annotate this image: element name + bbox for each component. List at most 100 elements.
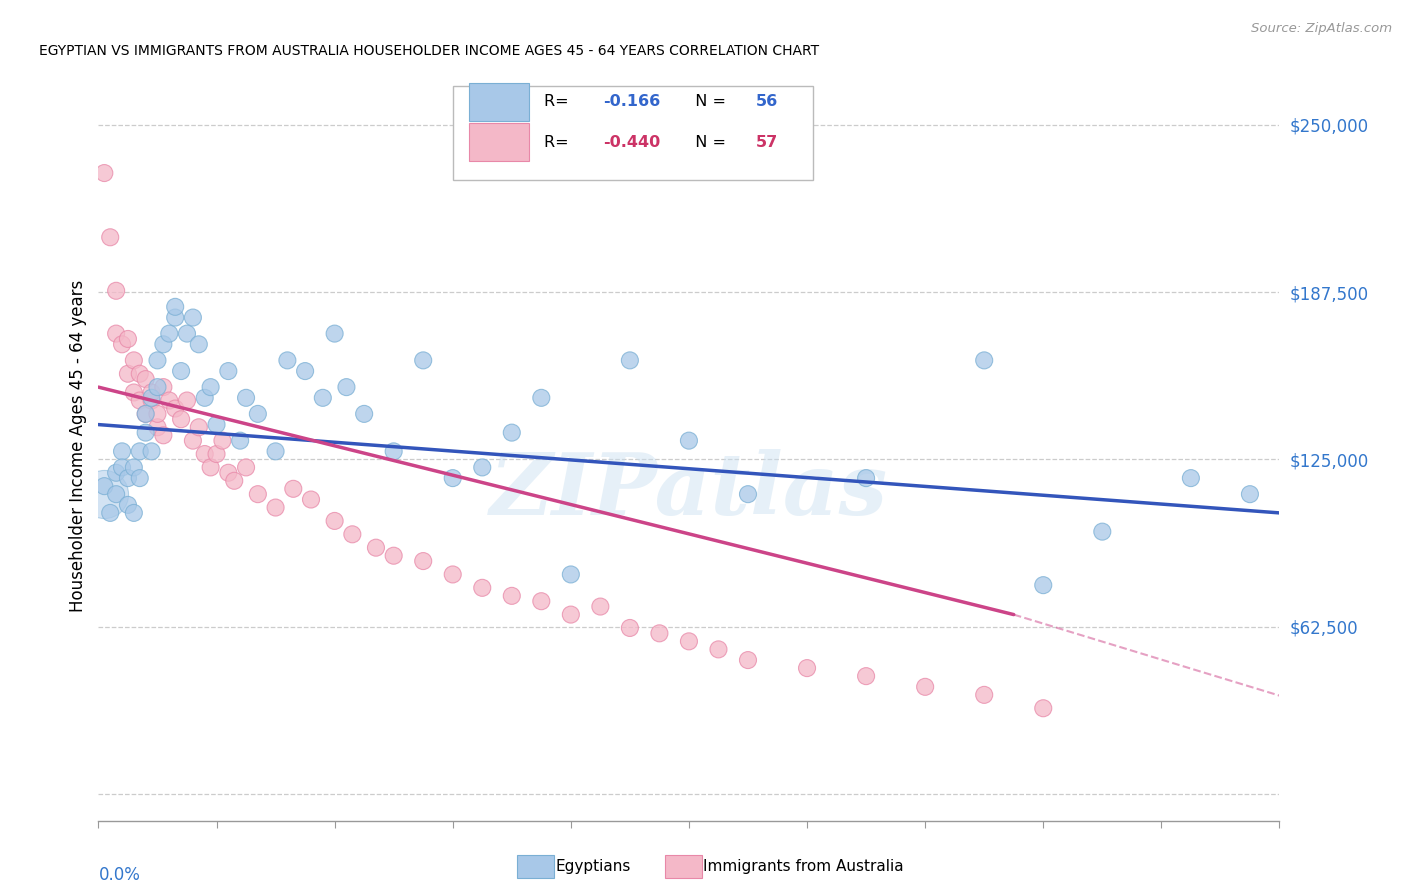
Text: 57: 57 — [756, 135, 779, 150]
Point — [589, 599, 612, 614]
Point — [111, 444, 134, 458]
Point — [122, 460, 145, 475]
Y-axis label: Householder Income Ages 45 - 64 years: Householder Income Ages 45 - 64 years — [69, 280, 87, 612]
Point — [200, 460, 222, 475]
Point — [157, 326, 180, 341]
Point — [335, 380, 357, 394]
Point — [1180, 471, 1202, 485]
Point — [471, 581, 494, 595]
Text: -0.440: -0.440 — [603, 135, 659, 150]
Point — [117, 367, 139, 381]
Point — [122, 506, 145, 520]
Text: 56: 56 — [756, 95, 779, 109]
Point — [170, 364, 193, 378]
Point — [176, 326, 198, 341]
Point — [323, 514, 346, 528]
Point — [299, 492, 322, 507]
Text: Egyptians: Egyptians — [555, 859, 631, 873]
Text: N =: N = — [685, 135, 731, 150]
Point — [855, 471, 877, 485]
Point — [93, 479, 115, 493]
Point — [412, 554, 434, 568]
Point — [194, 391, 217, 405]
Point — [117, 471, 139, 485]
Point — [264, 500, 287, 515]
Point — [187, 420, 209, 434]
Point — [264, 444, 287, 458]
Point — [181, 310, 204, 325]
FancyBboxPatch shape — [470, 123, 530, 161]
Point — [796, 661, 818, 675]
Point — [1239, 487, 1261, 501]
FancyBboxPatch shape — [470, 83, 530, 120]
Point — [111, 337, 134, 351]
Point — [737, 487, 759, 501]
Point — [181, 434, 204, 448]
Point — [855, 669, 877, 683]
Point — [382, 549, 405, 563]
Point — [648, 626, 671, 640]
Point — [235, 391, 257, 405]
Point — [146, 380, 169, 394]
Text: EGYPTIAN VS IMMIGRANTS FROM AUSTRALIA HOUSEHOLDER INCOME AGES 45 - 64 YEARS CORR: EGYPTIAN VS IMMIGRANTS FROM AUSTRALIA HO… — [39, 44, 820, 58]
Point — [128, 393, 150, 408]
Point — [111, 460, 134, 475]
Point — [1091, 524, 1114, 539]
Point — [165, 310, 187, 325]
Point — [128, 471, 150, 485]
Point — [141, 385, 163, 400]
Point — [342, 527, 364, 541]
Point — [157, 393, 180, 408]
Point — [619, 621, 641, 635]
Point — [1032, 578, 1054, 592]
Point — [276, 353, 298, 368]
Text: R=: R= — [544, 135, 578, 150]
Point — [224, 474, 246, 488]
Point — [530, 391, 553, 405]
Text: R=: R= — [544, 95, 578, 109]
Point — [146, 407, 169, 421]
Point — [135, 372, 157, 386]
Point — [412, 353, 434, 368]
Point — [122, 385, 145, 400]
Point — [619, 353, 641, 368]
Point — [283, 482, 305, 496]
Point — [152, 428, 174, 442]
Point — [217, 364, 239, 378]
Point — [211, 434, 233, 448]
Point — [246, 487, 269, 501]
Point — [105, 284, 128, 298]
Point — [187, 337, 209, 351]
Point — [973, 353, 995, 368]
Point — [501, 589, 523, 603]
Text: Source: ZipAtlas.com: Source: ZipAtlas.com — [1251, 22, 1392, 36]
Point — [117, 332, 139, 346]
Point — [471, 460, 494, 475]
Point — [382, 444, 405, 458]
Point — [122, 353, 145, 368]
Point — [1032, 701, 1054, 715]
Point — [235, 460, 257, 475]
Point — [146, 420, 169, 434]
Point — [98, 506, 121, 520]
Point — [141, 393, 163, 408]
Point — [678, 634, 700, 648]
Point — [914, 680, 936, 694]
Point — [128, 444, 150, 458]
Point — [93, 166, 115, 180]
Point — [294, 364, 316, 378]
Point — [117, 498, 139, 512]
Point — [200, 380, 222, 394]
Point — [105, 326, 128, 341]
Text: ZIPatlas: ZIPatlas — [489, 450, 889, 533]
Point — [93, 487, 115, 501]
Point — [217, 466, 239, 480]
Point — [98, 230, 121, 244]
Point — [194, 447, 217, 461]
Point — [205, 447, 228, 461]
Point — [135, 407, 157, 421]
Point — [441, 471, 464, 485]
Point — [707, 642, 730, 657]
Text: -0.166: -0.166 — [603, 95, 659, 109]
Point — [312, 391, 335, 405]
